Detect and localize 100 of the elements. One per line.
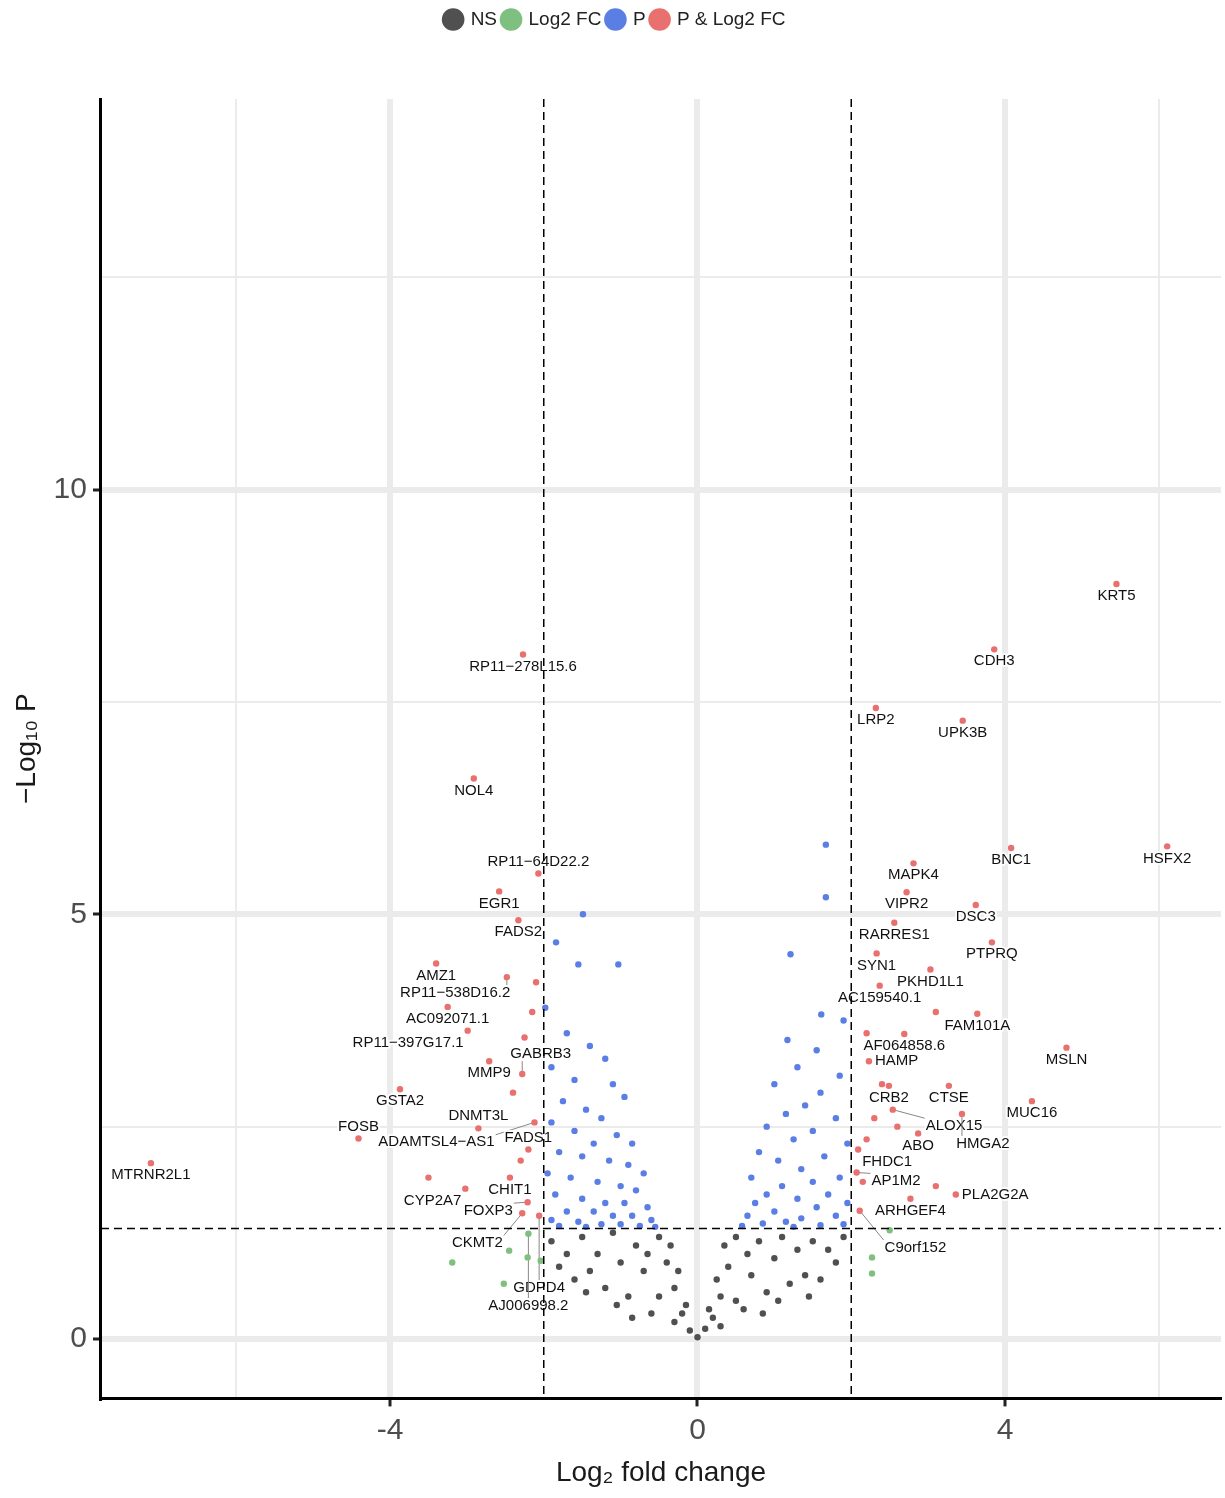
point <box>771 1255 778 1262</box>
annotation: MTRNR2L1 <box>111 1165 191 1183</box>
annotation: RP11−278L15.6 <box>469 656 577 674</box>
annotation: FOXP3 <box>463 1200 513 1218</box>
point <box>755 1238 763 1245</box>
point <box>671 1318 678 1326</box>
annotation: RP11−397G17.1 <box>352 1032 464 1050</box>
point <box>625 1293 632 1300</box>
point <box>805 1293 813 1300</box>
point <box>613 1301 620 1309</box>
point <box>594 1250 601 1258</box>
annotation: FHDC1 <box>862 1151 913 1169</box>
point <box>548 1238 555 1245</box>
point <box>709 1314 717 1321</box>
annotation: CTSE <box>928 1088 969 1106</box>
annotation: CDH3 <box>973 651 1015 669</box>
annotation: SYN1 <box>857 955 897 973</box>
point <box>694 1334 701 1341</box>
point <box>759 1310 767 1317</box>
point <box>778 1233 786 1241</box>
annotation: NOL4 <box>454 780 494 798</box>
point <box>667 1242 674 1249</box>
point <box>786 1280 793 1287</box>
annotation: AMZ1 <box>416 965 457 983</box>
annotation: RARRES1 <box>858 924 930 942</box>
annotation: HSFX2 <box>1143 848 1192 866</box>
point <box>644 1250 651 1258</box>
legend-label: NS <box>470 7 498 29</box>
point <box>586 1267 594 1275</box>
point <box>801 1272 809 1279</box>
annotation: KRT5 <box>1097 586 1136 604</box>
point <box>524 1254 531 1261</box>
point <box>868 1270 876 1277</box>
annotation: CYP2A7 <box>403 1190 462 1208</box>
annotation: AC092071.1 <box>405 1009 490 1027</box>
annotation: CKMT2 <box>451 1233 503 1251</box>
annotation: RP11−64D22.2 <box>487 851 590 869</box>
annotation: UPK3B <box>938 722 988 740</box>
point <box>721 1242 728 1249</box>
point <box>886 1227 893 1234</box>
point <box>682 1301 690 1309</box>
y-tick-label: 10 <box>53 470 87 504</box>
x-tick-label: 0 <box>689 1411 706 1445</box>
point <box>824 1246 832 1253</box>
annotation: MUC16 <box>1006 1103 1058 1121</box>
x-tick-label: -4 <box>376 1411 404 1445</box>
annotation: HMGA2 <box>956 1133 1010 1151</box>
legend-label: P & Log2 FC <box>677 7 786 29</box>
point <box>775 1297 782 1304</box>
point <box>686 1327 694 1334</box>
point <box>748 1272 755 1279</box>
point <box>713 1276 720 1283</box>
annotation: PLA2G2A <box>961 1184 1029 1202</box>
point <box>525 1230 532 1237</box>
point <box>563 1250 571 1258</box>
annotation: VIPR2 <box>884 894 929 912</box>
annotation: MAPK4 <box>888 865 939 883</box>
point <box>675 1267 682 1275</box>
y-tick-label: 0 <box>70 1320 87 1354</box>
point <box>732 1297 740 1304</box>
annotation: LRP2 <box>857 710 895 728</box>
point <box>809 1238 817 1245</box>
point <box>740 1306 747 1313</box>
point <box>717 1323 724 1330</box>
point <box>617 1259 624 1266</box>
point <box>449 1259 456 1266</box>
point <box>868 1254 876 1261</box>
point <box>663 1259 670 1266</box>
point <box>640 1267 647 1275</box>
point <box>655 1233 663 1241</box>
point <box>555 1263 563 1270</box>
point <box>582 1289 590 1296</box>
annotation: FADS2 <box>494 922 543 940</box>
x-axis-title: Log₂ fold change <box>555 1455 767 1487</box>
annotation: CHIT1 <box>488 1179 532 1197</box>
annotation: GSTA2 <box>375 1091 425 1109</box>
point <box>655 1293 663 1300</box>
annotation: C9orf152 <box>884 1237 947 1255</box>
point <box>628 1314 636 1321</box>
point <box>648 1310 655 1317</box>
y-axis-title: −Log₁₀ P <box>9 693 41 804</box>
annotation: FOSB <box>338 1116 379 1134</box>
annotation: DSC3 <box>955 907 996 925</box>
annotation: EGR1 <box>478 893 520 911</box>
annotation: FADS1 <box>504 1127 553 1145</box>
annotation: AF064858.6 <box>863 1036 946 1054</box>
annotation: BNC1 <box>991 850 1032 868</box>
annotation: DNMT3L <box>448 1106 509 1124</box>
annotation: ARHGEF4 <box>875 1200 946 1218</box>
y-tick-label: 5 <box>70 895 87 929</box>
point <box>840 1233 847 1241</box>
point <box>705 1306 713 1313</box>
annotation: RP11−538D16.2 <box>400 982 511 1000</box>
point <box>701 1325 709 1332</box>
annotation: HAMP <box>874 1051 919 1069</box>
annotation: AJ006998.2 <box>488 1295 569 1313</box>
point <box>571 1276 578 1283</box>
point <box>500 1280 507 1287</box>
point <box>609 1229 617 1236</box>
annotation: GABRB3 <box>510 1043 572 1061</box>
